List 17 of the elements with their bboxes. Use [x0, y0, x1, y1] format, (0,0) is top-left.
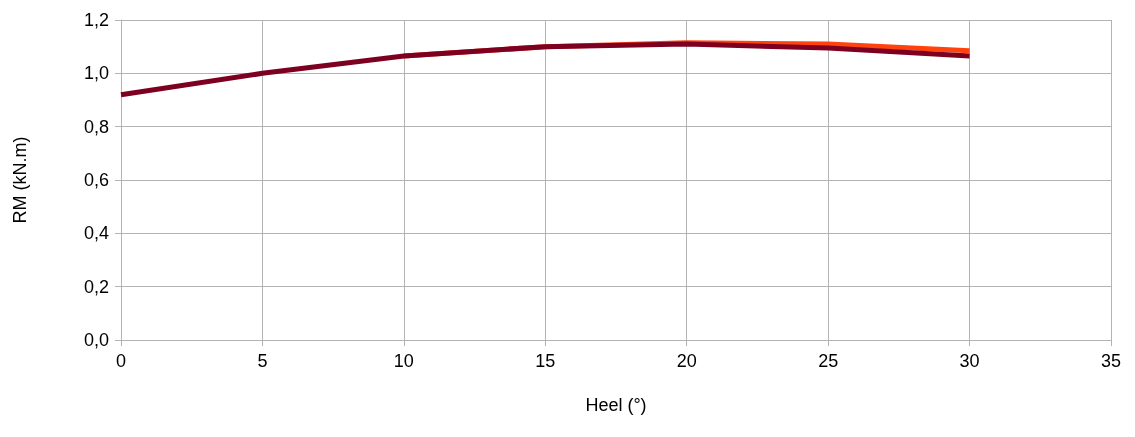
y-tick-label: 0,6 [83, 170, 109, 190]
y-tick-label: 0,2 [83, 276, 109, 297]
y-tick-label: 1,0 [83, 63, 109, 84]
y-axis-title: RM (kN.m) [10, 136, 30, 224]
y-tick-label: 1,2 [83, 10, 109, 30]
y-tick-label: 0,4 [83, 223, 109, 244]
x-tick-label: 10 [393, 351, 414, 371]
x-tick-label: 35 [1100, 351, 1122, 371]
x-axis-title: Heel (°) [585, 395, 647, 415]
x-tick-label: 25 [818, 351, 839, 371]
y-tick-label: 0,0 [83, 330, 109, 350]
y-tick-label: 0,8 [83, 116, 109, 137]
x-tick-label: 30 [959, 351, 980, 371]
x-tick-label: 5 [257, 351, 268, 371]
x-tick-label: 0 [115, 351, 127, 371]
x-tick-label: 20 [676, 351, 697, 371]
x-tick-label: 15 [535, 351, 556, 371]
